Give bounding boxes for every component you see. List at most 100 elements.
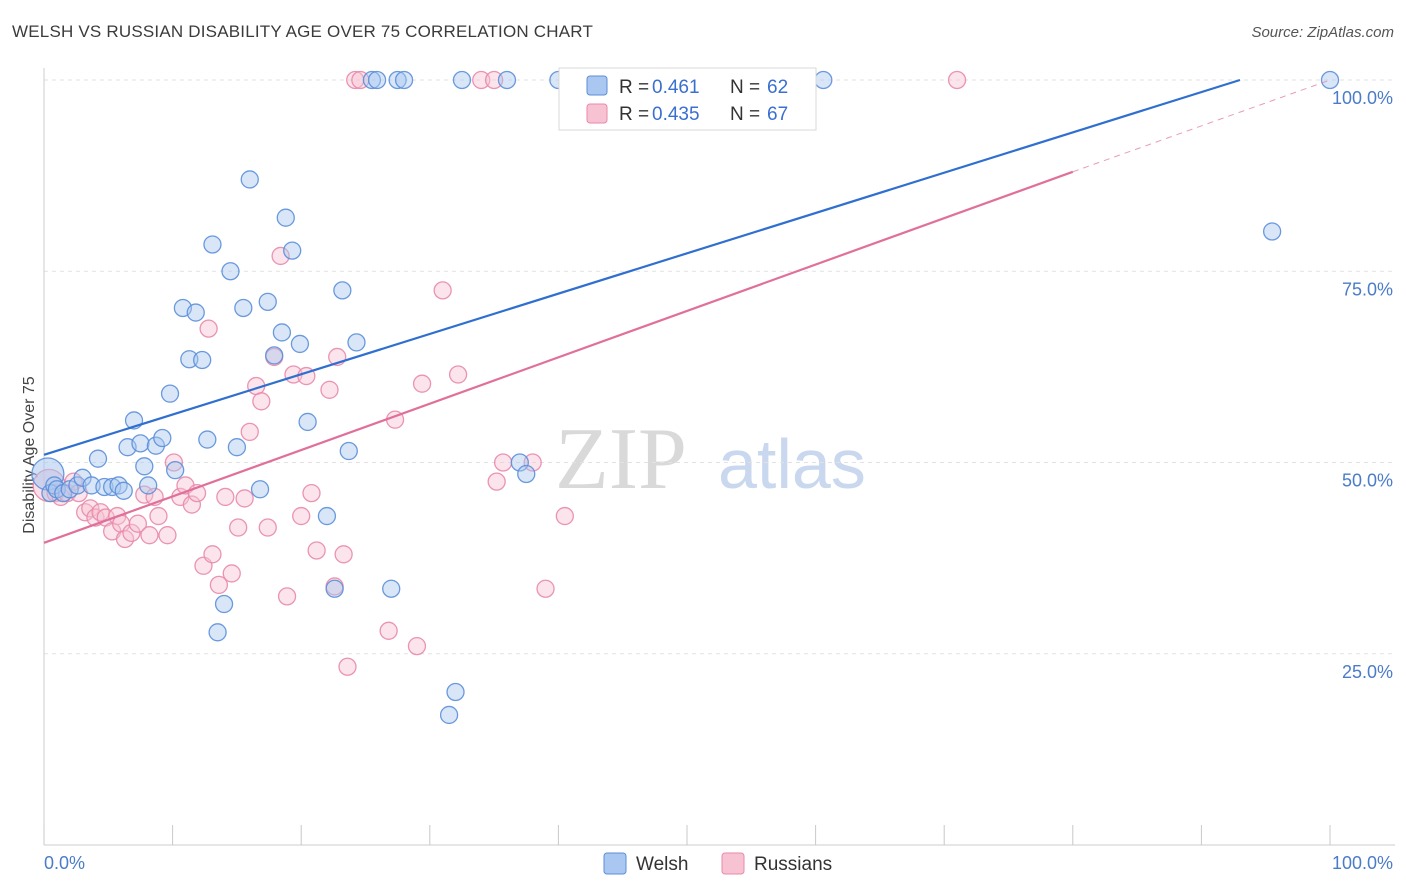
stats-legend: R = 0.461 N = 62 R = 0.435 N = 67 xyxy=(558,67,817,131)
welsh-point xyxy=(446,682,465,702)
russians-trend-extension xyxy=(1072,79,1331,173)
welsh-point xyxy=(135,457,154,476)
welsh-point xyxy=(517,464,536,484)
welsh-point xyxy=(317,506,337,526)
welsh-point xyxy=(382,579,401,598)
welsh-point xyxy=(276,208,295,227)
welsh-legend-swatch xyxy=(586,75,608,96)
russians-point xyxy=(182,495,202,514)
welsh-point xyxy=(166,460,185,480)
welsh-point xyxy=(139,476,158,495)
x-tick-label: 0.0% xyxy=(44,853,85,873)
russians-label: Russians xyxy=(754,854,832,875)
welsh-r-value: 0.461 xyxy=(652,77,700,98)
welsh-point xyxy=(272,323,292,342)
welsh-point xyxy=(180,350,199,369)
russians-point xyxy=(277,587,297,606)
welsh-point xyxy=(497,70,517,90)
welsh-point xyxy=(198,430,217,449)
russians-point xyxy=(379,621,398,640)
russians-point xyxy=(307,541,326,560)
welsh-point xyxy=(227,438,247,457)
russians-point xyxy=(412,374,432,393)
axes xyxy=(43,68,1395,846)
welsh-point xyxy=(333,281,352,300)
russians-point xyxy=(235,489,254,508)
welsh-point xyxy=(439,705,459,725)
russians-point xyxy=(164,453,184,472)
welsh-point xyxy=(221,262,240,281)
russians-point xyxy=(81,499,100,518)
welsh-swatch xyxy=(603,852,627,875)
russians-r-label: R = xyxy=(619,104,649,125)
russians-trend-line xyxy=(43,170,1074,544)
welsh-point xyxy=(95,477,114,497)
welsh-point xyxy=(265,346,284,365)
series-legend: Welsh Russians xyxy=(603,852,832,875)
welsh-point xyxy=(186,303,205,322)
russians-point xyxy=(149,506,168,526)
watermark-zip: ZIP xyxy=(555,411,687,508)
russians-point xyxy=(252,392,271,411)
russians-point xyxy=(122,523,141,543)
trend-lines xyxy=(43,78,1331,544)
welsh-point xyxy=(160,384,180,403)
russians-point xyxy=(433,281,452,300)
russians-point xyxy=(334,545,353,564)
welsh-point xyxy=(347,333,366,352)
x-tick-labels: 0.0% 100.0% xyxy=(44,853,1393,873)
welsh-point xyxy=(1320,70,1340,90)
y-tick-label: 100.0% xyxy=(1332,88,1393,108)
x-tick-marks xyxy=(43,825,1331,845)
russians-point xyxy=(487,472,506,491)
source-credit: Source: ZipAtlas.com xyxy=(1251,24,1394,41)
welsh-point xyxy=(367,70,387,90)
russians-point xyxy=(338,657,357,676)
welsh-label: Welsh xyxy=(636,854,688,875)
russians-point xyxy=(555,506,574,526)
russians-legend-swatch xyxy=(586,103,608,124)
welsh-point xyxy=(290,334,310,354)
gridlines xyxy=(44,79,1395,655)
welsh-point xyxy=(109,476,128,495)
watermark: ZIP atlas xyxy=(555,411,866,508)
russians-point xyxy=(229,518,248,537)
y-axis-label: Disability Age Over 75 xyxy=(21,376,38,534)
y-tick-labels: 25.0% 50.0% 75.0% 100.0% xyxy=(1332,88,1393,682)
welsh-point xyxy=(203,235,222,254)
welsh-point xyxy=(394,70,414,90)
welsh-point xyxy=(114,481,133,500)
welsh-point xyxy=(153,428,172,448)
russians-point xyxy=(472,70,491,90)
russians-point xyxy=(947,70,967,90)
welsh-point xyxy=(814,70,833,90)
welsh-r-label: R = xyxy=(619,77,649,98)
welsh-point xyxy=(240,170,259,189)
russians-point xyxy=(222,564,241,583)
russians-n-label: N = xyxy=(730,104,760,125)
welsh-point xyxy=(131,434,150,453)
russians-point xyxy=(258,518,277,537)
welsh-point xyxy=(325,579,344,598)
y-tick-label: 25.0% xyxy=(1342,662,1393,682)
russians-point xyxy=(448,365,468,384)
series-russians xyxy=(32,70,967,676)
welsh-trend-line xyxy=(43,78,1241,456)
watermark-atlas: atlas xyxy=(718,425,866,503)
welsh-point xyxy=(283,241,302,260)
russians-point xyxy=(240,422,259,442)
russians-point xyxy=(216,487,235,507)
russians-point xyxy=(203,545,222,564)
russians-point xyxy=(292,506,311,526)
welsh-point xyxy=(510,453,529,472)
russians-point xyxy=(158,526,177,545)
russians-point xyxy=(536,579,555,598)
russians-point xyxy=(140,526,159,545)
russians-point xyxy=(523,453,542,472)
russians-point xyxy=(493,453,513,472)
russians-point xyxy=(271,246,290,266)
russians-point xyxy=(407,636,427,656)
welsh-n-label: N = xyxy=(730,77,760,98)
welsh-point xyxy=(452,70,472,90)
welsh-point xyxy=(250,480,270,499)
